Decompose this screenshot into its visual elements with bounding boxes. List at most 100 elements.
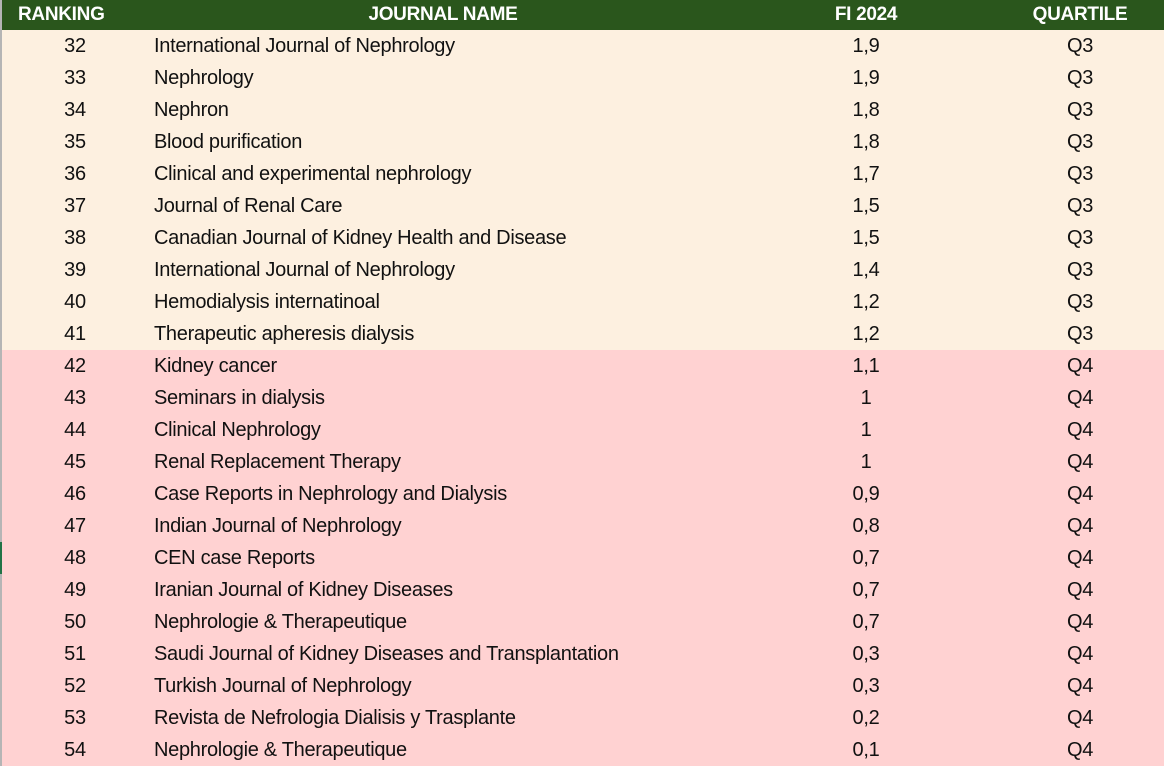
quartile-cell[interactable]: Q3 [996,222,1164,254]
fi-cell[interactable]: 1,2 [736,286,996,318]
header-journal-name[interactable]: JOURNAL NAME [150,0,736,30]
ranking-cell[interactable]: 46 [0,478,150,510]
journal-name-cell[interactable]: Kidney cancer [150,350,736,382]
ranking-cell[interactable]: 54 [0,734,150,766]
quartile-cell[interactable]: Q3 [996,286,1164,318]
table-row: 35 Blood purification 1,8 Q3 [0,126,1164,158]
fi-cell[interactable]: 0,3 [736,638,996,670]
fi-cell[interactable]: 0,7 [736,574,996,606]
ranking-cell[interactable]: 49 [0,574,150,606]
quartile-cell[interactable]: Q4 [996,606,1164,638]
ranking-cell[interactable]: 45 [0,446,150,478]
ranking-cell[interactable]: 50 [0,606,150,638]
quartile-cell[interactable]: Q4 [996,702,1164,734]
journal-name-cell[interactable]: Clinical Nephrology [150,414,736,446]
journal-name-cell[interactable]: Hemodialysis internatinoal [150,286,736,318]
fi-cell[interactable]: 1,4 [736,254,996,286]
journal-name-cell[interactable]: Blood purification [150,126,736,158]
ranking-cell[interactable]: 53 [0,702,150,734]
quartile-cell[interactable]: Q4 [996,638,1164,670]
journal-name-cell[interactable]: International Journal of Nephrology [150,30,736,62]
quartile-cell[interactable]: Q3 [996,126,1164,158]
journal-name-cell[interactable]: Clinical and experimental nephrology [150,158,736,190]
journal-name-cell[interactable]: Seminars in dialysis [150,382,736,414]
journal-name-cell[interactable]: Therapeutic apheresis dialysis [150,318,736,350]
fi-cell[interactable]: 1,8 [736,94,996,126]
fi-cell[interactable]: 1,9 [736,30,996,62]
journal-name-cell[interactable]: Nephrologie & Therapeutique [150,734,736,766]
journal-name-cell[interactable]: Renal Replacement Therapy [150,446,736,478]
quartile-cell[interactable]: Q4 [996,414,1164,446]
journal-name-cell[interactable]: Journal of Renal Care [150,190,736,222]
journal-name-cell[interactable]: Saudi Journal of Kidney Diseases and Tra… [150,638,736,670]
ranking-cell[interactable]: 40 [0,286,150,318]
fi-cell[interactable]: 1 [736,446,996,478]
quartile-cell[interactable]: Q3 [996,30,1164,62]
fi-cell[interactable]: 0,7 [736,542,996,574]
fi-cell[interactable]: 1 [736,414,996,446]
quartile-cell[interactable]: Q3 [996,318,1164,350]
fi-cell[interactable]: 0,9 [736,478,996,510]
journal-name-cell[interactable]: Canadian Journal of Kidney Health and Di… [150,222,736,254]
ranking-cell[interactable]: 52 [0,670,150,702]
quartile-cell[interactable]: Q4 [996,734,1164,766]
ranking-cell[interactable]: 33 [0,62,150,94]
ranking-cell[interactable]: 41 [0,318,150,350]
header-ranking[interactable]: RANKING [0,0,150,30]
fi-cell[interactable]: 0,1 [736,734,996,766]
fi-cell[interactable]: 1,8 [736,126,996,158]
fi-cell[interactable]: 1,9 [736,62,996,94]
ranking-cell[interactable]: 37 [0,190,150,222]
fi-cell[interactable]: 1,7 [736,158,996,190]
fi-cell[interactable]: 1,2 [736,318,996,350]
quartile-cell[interactable]: Q4 [996,542,1164,574]
table-row: 53 Revista de Nefrologia Dialisis y Trasp… [0,702,1164,734]
quartile-cell[interactable]: Q4 [996,510,1164,542]
quartile-cell[interactable]: Q4 [996,350,1164,382]
quartile-cell[interactable]: Q4 [996,574,1164,606]
quartile-cell[interactable]: Q4 [996,478,1164,510]
fi-cell[interactable]: 0,7 [736,606,996,638]
journal-name-cell[interactable]: Iranian Journal of Kidney Diseases [150,574,736,606]
quartile-cell[interactable]: Q3 [996,94,1164,126]
fi-cell[interactable]: 1,1 [736,350,996,382]
fi-cell[interactable]: 0,3 [736,670,996,702]
ranking-cell[interactable]: 44 [0,414,150,446]
header-fi-2024[interactable]: FI 2024 [736,0,996,30]
quartile-cell[interactable]: Q3 [996,190,1164,222]
ranking-cell[interactable]: 43 [0,382,150,414]
fi-cell[interactable]: 0,8 [736,510,996,542]
table-row: 42 Kidney cancer 1,1 Q4 [0,350,1164,382]
header-quartile[interactable]: QUARTILE [996,0,1164,30]
journal-name-cell[interactable]: Nephrologie & Therapeutique [150,606,736,638]
ranking-cell[interactable]: 35 [0,126,150,158]
journal-name-cell[interactable]: Revista de Nefrologia Dialisis y Traspla… [150,702,736,734]
ranking-cell[interactable]: 36 [0,158,150,190]
ranking-cell[interactable]: 48 [0,542,150,574]
ranking-cell[interactable]: 34 [0,94,150,126]
journal-name-cell[interactable]: Nephrology [150,62,736,94]
quartile-cell[interactable]: Q4 [996,446,1164,478]
ranking-cell[interactable]: 47 [0,510,150,542]
journal-name-cell[interactable]: CEN case Reports [150,542,736,574]
ranking-cell[interactable]: 42 [0,350,150,382]
ranking-cell[interactable]: 51 [0,638,150,670]
quartile-cell[interactable]: Q3 [996,62,1164,94]
journal-name-cell[interactable]: International Journal of Nephrology [150,254,736,286]
ranking-cell[interactable]: 38 [0,222,150,254]
fi-cell[interactable]: 0,2 [736,702,996,734]
quartile-cell[interactable]: Q4 [996,670,1164,702]
ranking-cell[interactable]: 39 [0,254,150,286]
journal-name-cell[interactable]: Indian Journal of Nephrology [150,510,736,542]
fi-cell[interactable]: 1,5 [736,190,996,222]
journal-name-cell[interactable]: Case Reports in Nephrology and Dialysis [150,478,736,510]
table-row: 34 Nephron 1,8 Q3 [0,94,1164,126]
quartile-cell[interactable]: Q3 [996,254,1164,286]
fi-cell[interactable]: 1 [736,382,996,414]
fi-cell[interactable]: 1,5 [736,222,996,254]
ranking-cell[interactable]: 32 [0,30,150,62]
journal-name-cell[interactable]: Turkish Journal of Nephrology [150,670,736,702]
quartile-cell[interactable]: Q3 [996,158,1164,190]
quartile-cell[interactable]: Q4 [996,382,1164,414]
journal-name-cell[interactable]: Nephron [150,94,736,126]
